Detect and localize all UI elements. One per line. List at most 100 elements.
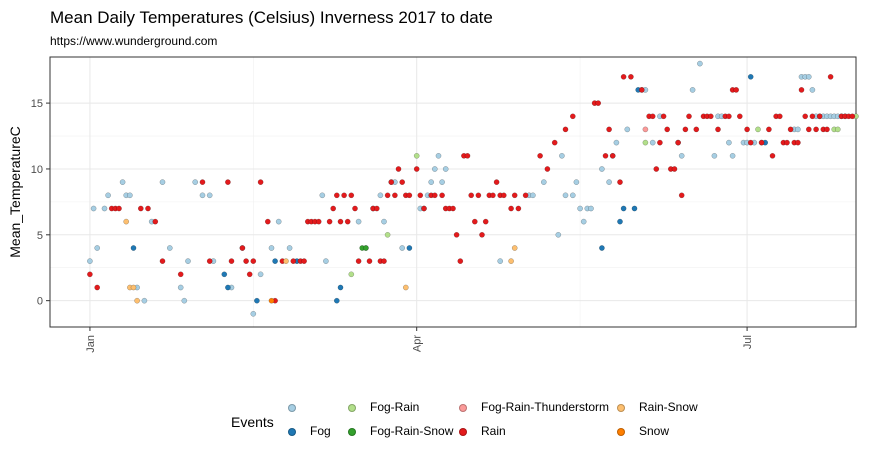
data-point <box>264 218 271 225</box>
data-point <box>747 139 754 146</box>
data-point <box>468 192 475 199</box>
data-point <box>152 218 159 225</box>
data-point <box>457 258 464 264</box>
data-point <box>87 271 93 278</box>
data-point <box>766 126 772 133</box>
data-point <box>137 205 144 212</box>
data-point <box>809 87 816 93</box>
data-point <box>225 179 231 185</box>
data-point <box>439 192 445 199</box>
data-point <box>286 245 293 251</box>
data-point <box>116 205 122 212</box>
data-point <box>660 113 667 120</box>
y-tick-label: 15 <box>31 98 43 110</box>
data-point <box>254 297 260 304</box>
data-point <box>141 297 148 304</box>
data-point <box>90 205 97 212</box>
x-tick-label: Jul <box>742 335 754 349</box>
data-point <box>588 205 594 212</box>
data-point <box>628 73 634 80</box>
data-point <box>682 126 689 133</box>
legend-label: Fog-Rain <box>370 400 420 414</box>
data-point <box>94 284 101 291</box>
data-point <box>834 126 841 133</box>
data-point <box>101 205 108 212</box>
data-point <box>715 126 721 133</box>
data-point <box>145 205 151 212</box>
data-point <box>206 258 213 264</box>
legend-label: Rain-Snow <box>639 400 698 414</box>
data-point <box>134 297 140 304</box>
data-point <box>638 87 645 93</box>
data-point <box>381 218 387 225</box>
data-point <box>747 73 754 80</box>
chart-subtitle: https://www.wunderground.com <box>50 34 218 48</box>
data-point <box>450 205 456 212</box>
data-point <box>573 179 580 185</box>
data-point <box>159 258 166 264</box>
data-point <box>617 218 623 225</box>
data-point <box>649 113 656 120</box>
data-point <box>580 218 587 225</box>
data-point <box>315 218 322 225</box>
y-tick-label: 5 <box>37 230 43 242</box>
x-tick-label: Apr <box>412 335 424 352</box>
data-point <box>540 179 547 185</box>
data-point <box>323 258 329 264</box>
data-point <box>631 205 638 212</box>
data-point <box>326 218 333 225</box>
data-point <box>569 192 576 199</box>
legend-key <box>288 428 296 436</box>
data-point <box>337 284 344 291</box>
data-point <box>617 179 623 185</box>
data-point <box>530 192 536 199</box>
data-point <box>805 126 812 133</box>
data-point <box>620 205 627 212</box>
data-point <box>206 192 213 199</box>
data-point <box>348 192 355 199</box>
data-point <box>755 126 761 133</box>
data-point <box>330 205 337 212</box>
data-point <box>562 192 569 199</box>
data-point <box>678 192 685 199</box>
data-point <box>388 179 395 185</box>
data-point <box>602 152 609 159</box>
data-point <box>776 113 783 120</box>
data-point <box>671 166 678 172</box>
data-point <box>344 218 351 225</box>
legend-key <box>288 404 296 412</box>
legend-key <box>459 428 467 436</box>
data-point <box>769 152 776 159</box>
y-tick-label: 10 <box>31 164 43 176</box>
data-point <box>809 113 816 120</box>
data-point <box>366 258 373 264</box>
data-point <box>479 231 485 238</box>
data-point <box>130 284 137 291</box>
data-point <box>94 245 101 251</box>
data-point <box>341 192 347 199</box>
data-point <box>653 166 660 172</box>
data-point <box>406 245 413 251</box>
data-point <box>522 192 529 199</box>
data-point <box>159 179 166 185</box>
data-point <box>649 139 656 146</box>
data-point <box>824 126 830 133</box>
data-point <box>599 245 605 251</box>
data-point <box>544 166 551 172</box>
data-point <box>257 179 264 185</box>
legend-key <box>617 404 625 412</box>
data-point <box>515 205 522 212</box>
data-point <box>798 87 805 93</box>
data-point <box>130 245 137 251</box>
data-point <box>511 245 518 251</box>
data-point <box>421 205 427 212</box>
data-point <box>664 126 671 133</box>
data-point <box>87 258 93 264</box>
data-point <box>395 166 402 172</box>
data-point <box>827 73 834 80</box>
data-point <box>849 113 856 120</box>
data-point <box>508 258 514 264</box>
data-point <box>595 100 602 106</box>
data-point <box>726 113 732 120</box>
